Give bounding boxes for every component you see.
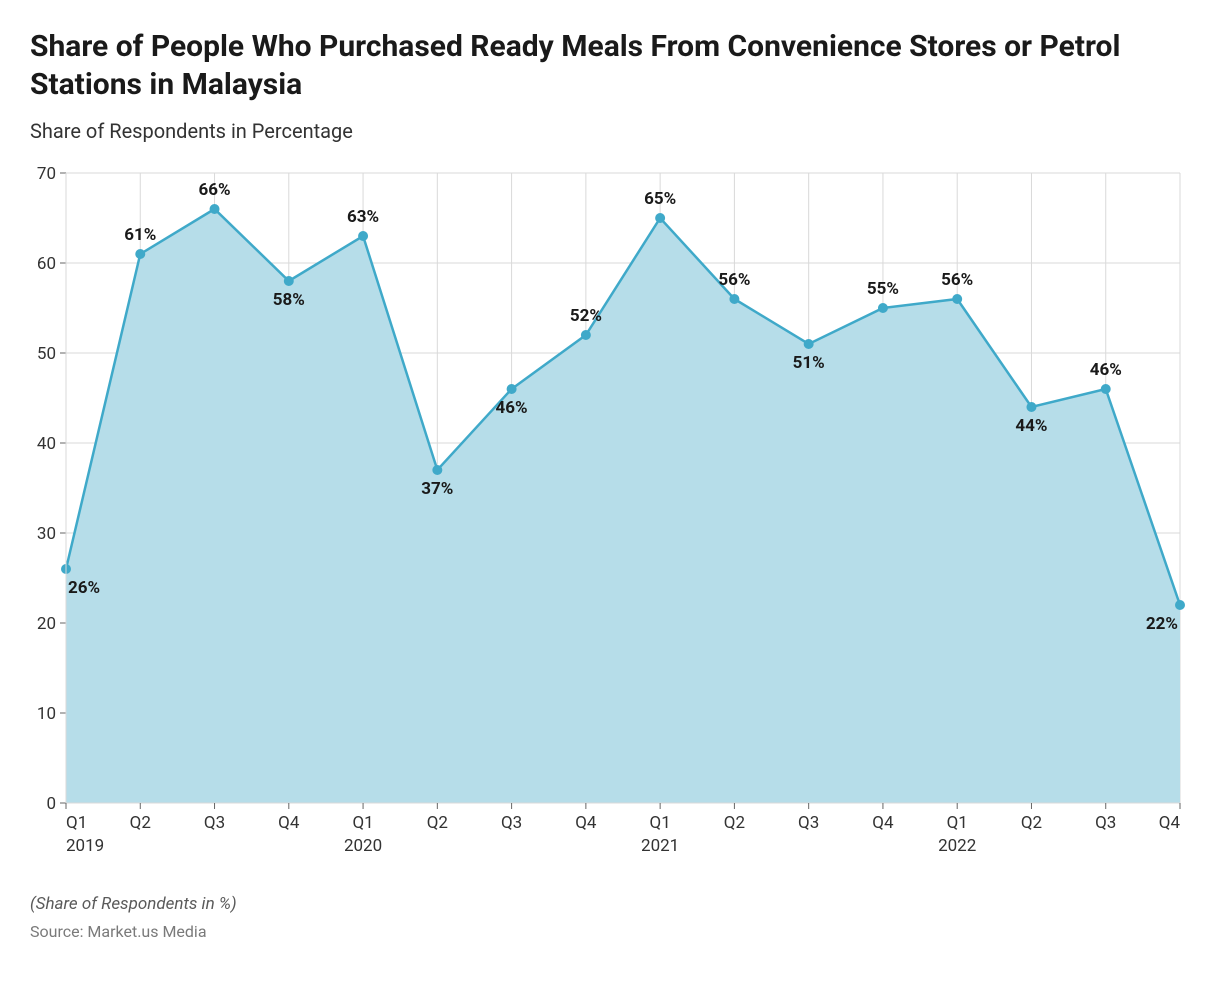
svg-text:51%: 51% xyxy=(793,353,825,373)
svg-text:Q3: Q3 xyxy=(1095,813,1116,833)
svg-text:Q3: Q3 xyxy=(204,813,225,833)
svg-text:55%: 55% xyxy=(867,279,899,299)
svg-text:Q3: Q3 xyxy=(798,813,819,833)
plot-area: 0 10 20 30 40 50 60 70 Q1 2019 Q2 Q3 Q4 Q1 2020 Q2 Q3 Q4 Q… xyxy=(30,163,1190,872)
svg-text:2020: 2020 xyxy=(344,836,382,856)
svg-text:40: 40 xyxy=(37,434,56,454)
svg-text:10: 10 xyxy=(37,704,56,724)
svg-text:26%: 26% xyxy=(68,578,100,598)
chart-source: Source: Market.us Media xyxy=(30,922,1190,941)
svg-text:2022: 2022 xyxy=(938,836,976,856)
svg-text:Q4: Q4 xyxy=(872,813,894,833)
svg-text:Q4: Q4 xyxy=(1159,813,1181,833)
svg-text:66%: 66% xyxy=(198,180,230,200)
svg-text:20: 20 xyxy=(37,614,56,634)
svg-text:70: 70 xyxy=(37,164,56,184)
svg-text:Q1: Q1 xyxy=(66,813,87,833)
svg-text:2021: 2021 xyxy=(641,836,679,856)
svg-text:60: 60 xyxy=(37,254,56,274)
svg-text:46%: 46% xyxy=(1090,360,1122,380)
chart-subtitle: Share of Respondents in Percentage xyxy=(30,119,1190,143)
svg-text:Q1: Q1 xyxy=(650,813,671,833)
chart-footnote: (Share of Respondents in %) xyxy=(30,894,1190,914)
svg-text:56%: 56% xyxy=(718,270,750,290)
svg-text:Q2: Q2 xyxy=(724,813,745,833)
svg-text:2019: 2019 xyxy=(66,836,104,856)
svg-text:44%: 44% xyxy=(1015,416,1047,436)
svg-text:37%: 37% xyxy=(421,479,453,499)
svg-text:30: 30 xyxy=(37,524,56,544)
svg-text:61%: 61% xyxy=(124,225,156,245)
svg-text:Q2: Q2 xyxy=(1021,813,1042,833)
svg-text:Q4: Q4 xyxy=(278,813,300,833)
svg-text:52%: 52% xyxy=(570,306,602,326)
svg-text:50: 50 xyxy=(37,344,56,364)
svg-text:Q3: Q3 xyxy=(501,813,522,833)
svg-text:Q1: Q1 xyxy=(352,813,373,833)
chart-title: Share of People Who Purchased Ready Meal… xyxy=(30,28,1190,103)
chart-container: Share of People Who Purchased Ready Meal… xyxy=(0,0,1220,961)
svg-text:0: 0 xyxy=(46,794,56,814)
area-chart-svg: 0 10 20 30 40 50 60 70 Q1 2019 Q2 Q3 Q4 Q1 2020 Q2 Q3 Q4 Q… xyxy=(30,163,1190,868)
svg-text:Q2: Q2 xyxy=(130,813,151,833)
svg-text:Q2: Q2 xyxy=(427,813,448,833)
svg-text:58%: 58% xyxy=(273,290,305,310)
svg-text:46%: 46% xyxy=(496,398,528,418)
svg-text:Q1: Q1 xyxy=(947,813,968,833)
svg-text:22%: 22% xyxy=(1146,614,1178,634)
svg-text:63%: 63% xyxy=(347,207,379,227)
svg-text:56%: 56% xyxy=(941,270,973,290)
svg-text:65%: 65% xyxy=(644,189,676,209)
svg-text:Q4: Q4 xyxy=(575,813,597,833)
